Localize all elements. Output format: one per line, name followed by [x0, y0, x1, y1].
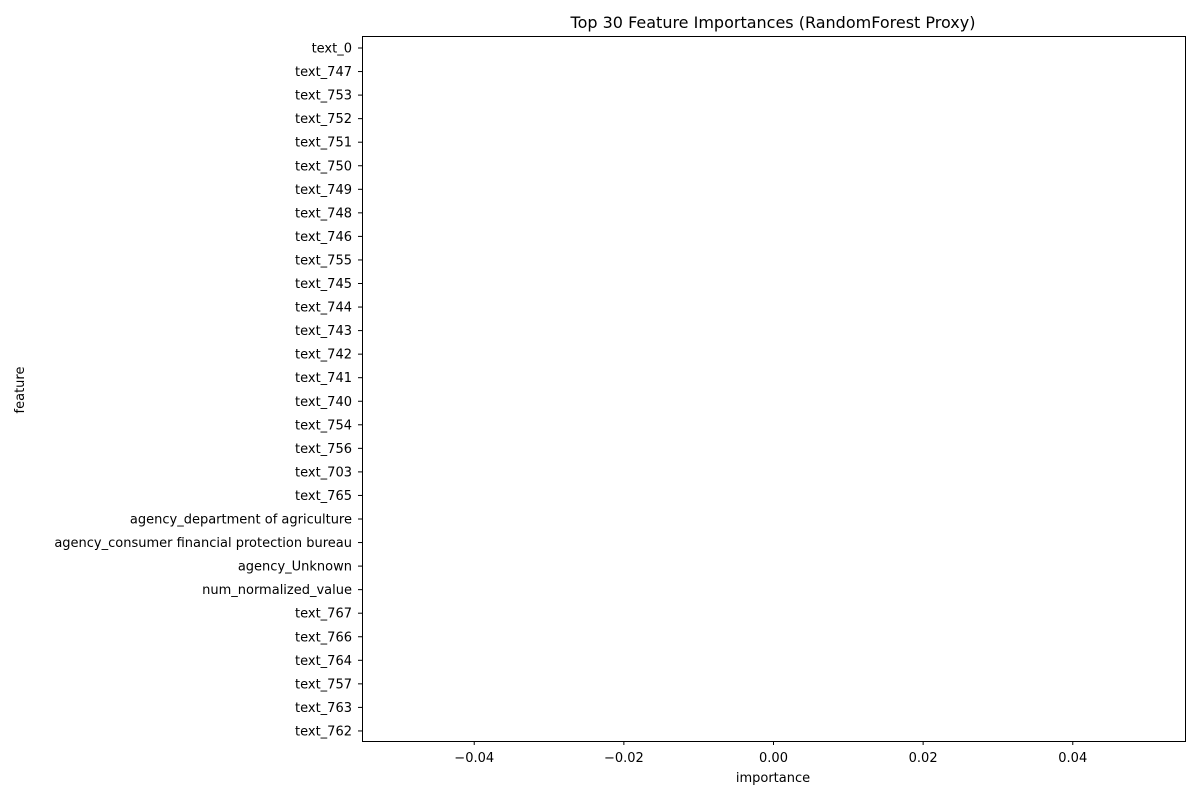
y-tick-label: text_744	[295, 301, 352, 316]
y-tick-label: text_0	[312, 42, 352, 57]
y-tick-label: agency_department of agriculture	[130, 513, 352, 528]
x-tick-label: 0.02	[909, 751, 938, 766]
x-axis-label: importance	[736, 771, 810, 786]
y-tick-label: text_765	[295, 489, 352, 504]
y-tick-label: agency_consumer financial protection bur…	[54, 536, 352, 551]
y-tick-label: text_741	[295, 371, 352, 386]
x-tick-label: −0.04	[454, 751, 494, 766]
y-tick-label: text_757	[295, 677, 352, 692]
y-tick-label: text_740	[295, 395, 352, 410]
x-tick-label: −0.02	[604, 751, 644, 766]
y-tick-label: text_751	[295, 136, 352, 151]
y-tick-label: text_743	[295, 324, 352, 339]
y-tick-label: text_703	[295, 465, 352, 480]
y-tick-label: text_753	[295, 89, 352, 104]
y-tick-label: text_764	[295, 654, 352, 669]
y-tick-label: text_747	[295, 65, 352, 80]
y-tick-label: text_762	[295, 724, 352, 739]
x-tick-label: 0.00	[759, 751, 788, 766]
y-tick-label: text_750	[295, 159, 352, 174]
chart-title: Top 30 Feature Importances (RandomForest…	[570, 13, 976, 32]
y-tick-label: text_749	[295, 183, 352, 198]
y-tick-label: text_745	[295, 277, 352, 292]
y-tick-label: text_756	[295, 442, 352, 457]
y-tick-label: text_755	[295, 253, 352, 268]
y-tick-label: text_767	[295, 607, 352, 622]
y-tick-label: text_746	[295, 230, 352, 245]
y-tick-label: text_748	[295, 206, 352, 221]
y-axis-ticks: text_0 text_747 text_753 text_752 text_751te…	[54, 42, 362, 739]
y-tick-label: text_752	[295, 112, 352, 127]
y-axis-label: feature	[13, 367, 28, 414]
x-tick-label: 0.04	[1058, 751, 1087, 766]
y-tick-label: num_normalized_value	[202, 583, 352, 598]
plot-area-frame	[362, 36, 1186, 742]
y-tick-label: agency_Unknown	[238, 560, 352, 575]
y-tick-label: text_754	[295, 418, 352, 433]
y-tick-label: text_763	[295, 701, 352, 716]
y-tick-label: text_766	[295, 630, 352, 645]
y-tick-label: text_742	[295, 348, 352, 363]
x-axis-ticks: −0.04 −0.02 0.00 0.02 0.04	[454, 741, 1087, 766]
